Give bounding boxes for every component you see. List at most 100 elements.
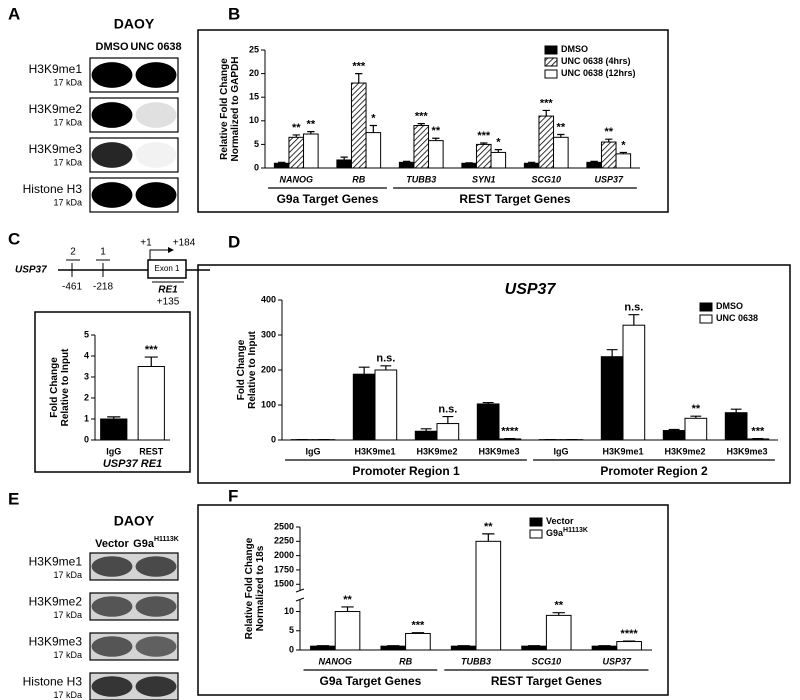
legend-swatch	[544, 69, 558, 79]
error-bar	[307, 131, 315, 135]
x-tick-label: NANOG	[280, 174, 314, 184]
significance: n.s.	[624, 302, 643, 314]
error-bar	[605, 138, 613, 143]
blot-row-label: H3K9me1	[29, 62, 83, 76]
exon-end: +184	[173, 238, 196, 249]
y-axis-label-line: Fold Change	[236, 339, 247, 400]
error-bar	[432, 137, 440, 141]
error-bar	[358, 366, 370, 375]
bar	[538, 115, 555, 169]
blot-band	[135, 62, 177, 88]
bar	[303, 133, 319, 169]
bar	[436, 423, 460, 441]
y-axis-label-line: Fold Change	[49, 357, 60, 418]
bar	[622, 324, 646, 441]
y-tick-label: 20	[249, 68, 259, 78]
blot-row-label: Histone H3	[23, 182, 83, 196]
error-bar	[380, 365, 392, 370]
y-axis-label-line: Relative Fold Change	[219, 58, 230, 160]
significance: **	[604, 126, 613, 138]
tss-label: +1	[140, 238, 152, 249]
panel-frame	[197, 504, 669, 696]
y-tick-label: 1500	[274, 579, 294, 589]
group-label: G9a Target Genes	[277, 192, 379, 206]
error-bar	[542, 109, 550, 117]
blot-row-label: H3K9me2	[29, 102, 83, 116]
blot-row-size: 17 kDa	[53, 77, 82, 87]
group-label: REST Target Genes	[491, 674, 602, 688]
bar	[545, 614, 572, 651]
blot-row-size: 17 kDa	[53, 117, 82, 127]
y-tick-label: 1750	[274, 564, 294, 574]
y-tick-label: 2250	[274, 536, 294, 546]
panel-label: F	[228, 486, 238, 505]
bar	[616, 641, 642, 651]
significance: **	[307, 119, 316, 131]
y-axis-label: Relative Fold ChangeNormalized to 18s	[244, 537, 266, 639]
blot-band	[135, 636, 177, 657]
legend-swatch	[699, 314, 713, 324]
panel-label: E	[8, 489, 19, 508]
x-tick-label: H3K9me2	[664, 446, 705, 456]
lane-text: G9a	[133, 538, 155, 550]
element-position: +135	[157, 297, 180, 308]
exon-label: Exon 1	[155, 264, 180, 273]
blot-band	[135, 142, 177, 168]
bar	[414, 430, 438, 441]
bar	[405, 632, 431, 651]
blot-row-label: H3K9me3	[29, 635, 83, 649]
blot-row-label: H3K9me1	[29, 555, 83, 569]
tss-arrowhead	[168, 247, 174, 253]
legend-swatch	[529, 517, 543, 527]
x-tick-label: SYN1	[472, 174, 496, 184]
error-bar	[403, 160, 411, 163]
bar	[600, 141, 617, 169]
error-bar	[144, 356, 158, 367]
legend-label: UNC 0638	[716, 313, 758, 323]
legend-swatch	[529, 529, 543, 539]
bar	[374, 369, 398, 441]
y-tick-label: 3	[84, 371, 89, 381]
chart-title: USP37	[505, 281, 557, 298]
error-bar	[278, 161, 286, 164]
error-bar	[552, 612, 565, 616]
bar	[591, 645, 618, 651]
x-tick-label: IgG	[306, 446, 321, 456]
y-tick-label: 15	[249, 92, 259, 102]
significance: ***	[751, 426, 765, 438]
y-tick-label: 2000	[274, 550, 294, 560]
group-label: Promoter Region 2	[600, 464, 708, 478]
error-bar	[442, 415, 454, 424]
legend-swatch	[544, 45, 558, 55]
significance: *	[496, 136, 501, 148]
y-tick-label: 300	[261, 329, 276, 339]
error-bar	[690, 415, 702, 419]
x-tick-label: NANOG	[318, 656, 352, 666]
blot-title: DAOY	[114, 16, 155, 32]
bar	[475, 540, 502, 651]
bar	[476, 403, 500, 441]
error-bar	[417, 123, 425, 126]
legend-swatch	[544, 57, 558, 67]
significance: **	[692, 403, 701, 415]
y-tick-label: 400	[261, 294, 276, 304]
error-bar	[619, 151, 627, 154]
error-bar	[590, 160, 598, 163]
blot-band	[135, 182, 177, 208]
bar	[615, 153, 632, 169]
legend-label: DMSO	[716, 301, 743, 311]
blot-band	[91, 102, 133, 128]
error-bar	[494, 148, 502, 153]
y-axis-label: Fold ChangeRelative to Input	[236, 330, 258, 408]
y-tick-label: 2500	[274, 521, 294, 531]
x-tick-label: H3K9me2	[416, 446, 457, 456]
error-bar	[628, 314, 640, 326]
group-label: REST Target Genes	[459, 192, 570, 206]
legend-label: Vector	[546, 516, 574, 526]
lane-text: DMSO	[96, 41, 129, 53]
error-bar	[730, 408, 742, 413]
bar	[662, 430, 686, 441]
bar	[586, 161, 602, 169]
bar	[461, 162, 477, 169]
bar	[724, 412, 748, 441]
